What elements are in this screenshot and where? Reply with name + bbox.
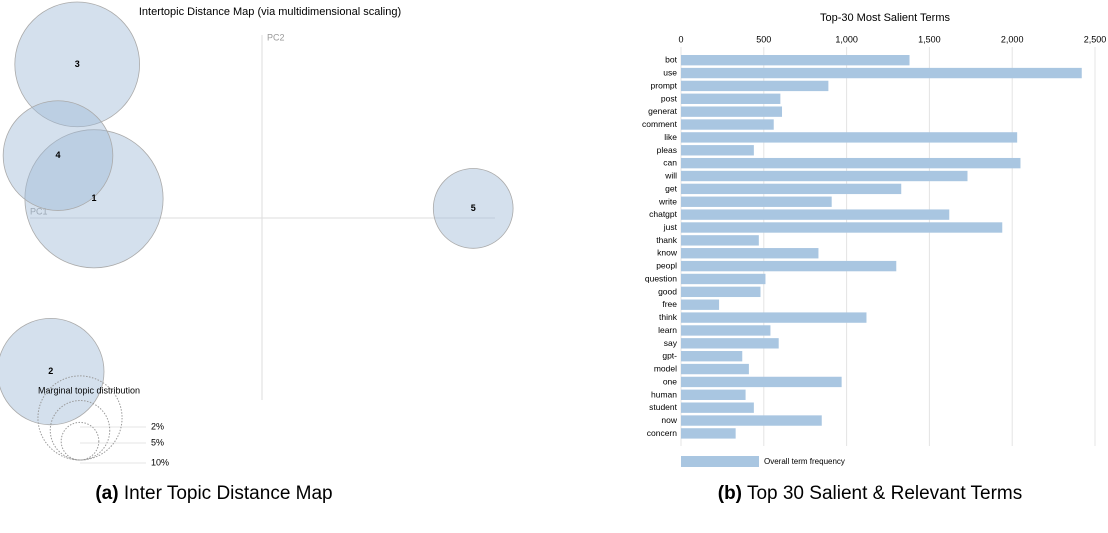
category-label: human [651, 389, 677, 399]
bar [681, 106, 783, 117]
category-label: one [663, 376, 677, 386]
category-label: thank [656, 235, 678, 245]
x-axis-label: PC1 [30, 206, 48, 216]
size-legend-circle [60, 421, 100, 461]
category-label: now [661, 415, 677, 425]
x-tick-label: 2,500 [1084, 34, 1107, 44]
caption: (a) Inter Topic Distance Map [95, 483, 332, 504]
bar [681, 338, 779, 349]
topic-bubble [2, 100, 114, 211]
category-label: bot [665, 55, 677, 65]
x-tick-label: 500 [756, 34, 771, 44]
category-label: learn [658, 325, 677, 335]
category-label: like [664, 132, 677, 142]
bar [681, 55, 910, 66]
bar [681, 132, 1018, 143]
category-label: peopl [656, 261, 677, 271]
category-label: comment [642, 119, 678, 129]
category-label: generat [648, 106, 677, 116]
caption-text: Top 30 Salient & Relevant Terms [747, 483, 1022, 504]
bar [681, 145, 754, 156]
x-tick-label: 1,000 [835, 34, 858, 44]
legend-swatch [681, 456, 759, 467]
category-label: just [663, 222, 678, 232]
caption-label: (a) [95, 483, 118, 504]
category-label: can [663, 158, 677, 168]
topic-bubble [24, 129, 164, 269]
bar [681, 196, 832, 207]
category-label: write [658, 196, 677, 206]
category-label: think [659, 312, 678, 322]
category-label: use [663, 68, 677, 78]
bar [681, 80, 829, 92]
topic-label: 5 [471, 203, 476, 213]
caption-text: Inter Topic Distance Map [124, 483, 333, 504]
size-legend-label: 5% [151, 437, 164, 447]
topic-bubble [0, 318, 105, 426]
bar [681, 235, 759, 246]
category-label: gpt- [662, 351, 677, 361]
category-label: pleas [657, 145, 677, 155]
topic-label: 1 [91, 193, 96, 203]
caption: (b) Top 30 Salient & Relevant Terms [718, 483, 1023, 504]
topic-label: 3 [75, 59, 80, 69]
bar [681, 209, 950, 220]
bar [681, 351, 743, 362]
category-label: get [665, 183, 677, 193]
bar [681, 93, 781, 104]
x-tick-label: 1,500 [918, 34, 941, 44]
bar [681, 428, 736, 439]
category-label: know [657, 248, 678, 258]
size-legend-label: 10% [151, 457, 169, 467]
bar [681, 402, 754, 413]
y-axis-label: PC2 [267, 32, 285, 42]
bar [681, 67, 1082, 79]
size-legend-title: Marginal topic distribution [38, 385, 140, 395]
size-legend-circle [37, 375, 123, 461]
bar [681, 286, 761, 298]
bar [681, 260, 897, 272]
bar [681, 299, 720, 310]
category-label: chatgpt [649, 209, 678, 219]
bar [681, 170, 968, 182]
bar [681, 415, 822, 426]
bar [681, 157, 1021, 169]
size-legend-label: 2% [151, 421, 164, 431]
x-tick-label: 0 [678, 34, 683, 44]
category-label: question [645, 273, 677, 283]
bar [681, 376, 842, 388]
category-label: say [664, 338, 678, 348]
category-label: prompt [651, 80, 678, 90]
bar [681, 183, 902, 195]
category-label: will [664, 171, 677, 181]
topic-label: 4 [55, 150, 60, 160]
bar [681, 119, 774, 130]
category-label: model [654, 364, 677, 374]
bar-title: Top-30 Most Salient Terms [820, 12, 951, 24]
category-label: good [658, 286, 677, 296]
topic-bubble [432, 168, 514, 249]
topic-bubble [14, 1, 140, 128]
bar [681, 248, 819, 259]
category-label: concern [647, 428, 678, 438]
size-legend-circle [49, 400, 111, 461]
category-label: free [662, 299, 677, 309]
x-tick-label: 2,000 [1001, 34, 1024, 44]
map-title: Intertopic Distance Map (via multidimens… [139, 6, 401, 18]
category-label: post [661, 93, 678, 103]
topic-label: 2 [48, 366, 53, 376]
caption-label: (b) [718, 483, 742, 504]
bar [681, 273, 766, 285]
bar [681, 389, 746, 400]
legend-label: Overall term frequency [764, 457, 845, 466]
bar [681, 363, 749, 375]
bar [681, 312, 867, 323]
bar [681, 325, 771, 336]
category-label: student [649, 402, 678, 412]
bar [681, 222, 1003, 233]
